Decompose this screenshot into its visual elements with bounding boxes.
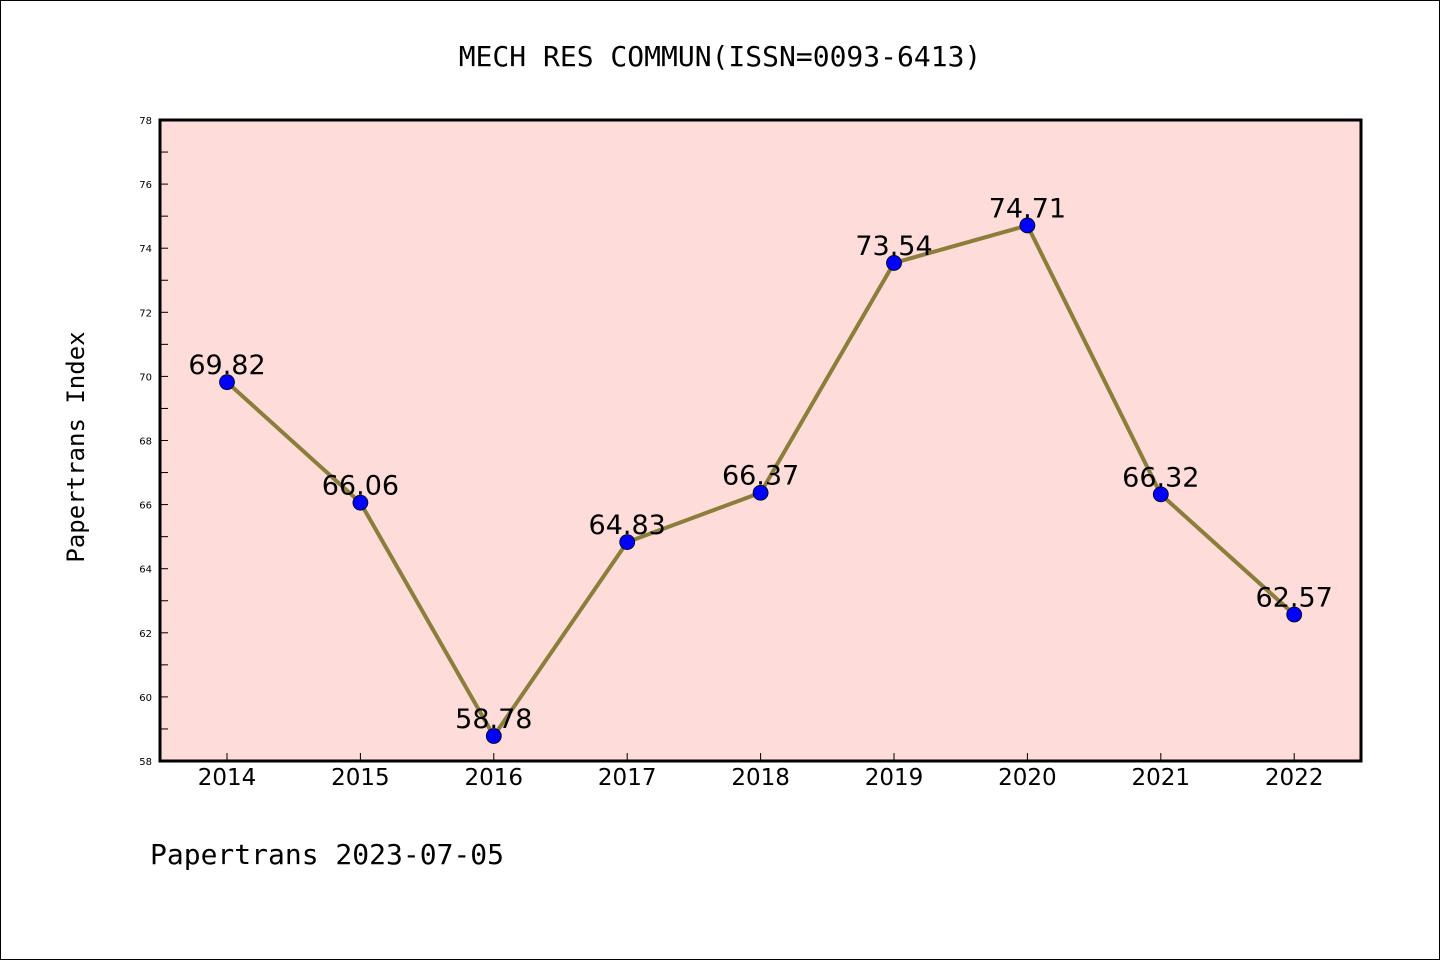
x-tick-label: 2016 [465,765,524,791]
data-label: 64.83 [589,510,666,541]
data-point-marker [886,255,902,271]
y-tick-label: 60 [139,693,152,704]
data-point-marker [485,728,502,744]
data-point-marker [352,494,369,511]
x-tick-label: 2022 [1265,765,1324,791]
data-label: 66.37 [722,461,799,492]
chart-title: MECH RES COMMUN(ISSN=0093-6413) [459,40,982,73]
y-tick-label: 62 [139,629,152,640]
data-label: 69.82 [188,350,265,381]
y-tick-label: 74 [139,244,152,255]
x-tick-label: 2014 [198,765,257,791]
x-axis-ticks: 2014 2015 2016 2017 2018 2019 2020 2021 2022 [198,753,1324,791]
x-tick-label: 2021 [1132,765,1191,791]
y-axis-label: Papertrans Index [62,331,90,562]
data-label: 62.57 [1256,583,1333,614]
footer-text: Papertrans 2023-07-05 [150,838,504,871]
data-point-marker [1152,486,1169,503]
plot-area [158,118,1363,763]
data-point-marker [752,484,769,501]
x-tick-label: 2020 [998,765,1057,791]
data-label: 73.54 [855,231,932,262]
data-label: 74.71 [989,193,1066,224]
y-tick-label: 72 [139,308,152,319]
y-tick-label: 76 [139,180,152,191]
data-label: 66.06 [322,471,399,502]
series-layer: 69.82 66.06 58.78 64.83 66.37 73.54 74.71 66.32… [188,193,1333,744]
y-axis-ticks: 58 60 62 64 66 68 70 72 74 76 78 [139,116,168,768]
x-tick-label: 2015 [331,765,390,791]
data-point-marker [1286,606,1303,623]
data-label: 58.78 [455,704,532,735]
y-tick-label: 78 [139,116,152,127]
x-tick-label: 2019 [865,765,924,791]
data-point-marker [219,374,235,391]
data-label: 66.32 [1122,462,1199,493]
y-tick-label: 64 [139,565,152,576]
data-point-marker [1019,217,1036,234]
x-tick-label: 2017 [598,765,657,791]
x-tick-label: 2018 [731,765,790,791]
y-tick-label: 70 [139,372,152,383]
data-point-marker [619,534,636,550]
y-tick-label: 68 [139,437,152,448]
y-tick-label: 66 [139,501,152,512]
y-tick-label: 58 [139,757,152,768]
